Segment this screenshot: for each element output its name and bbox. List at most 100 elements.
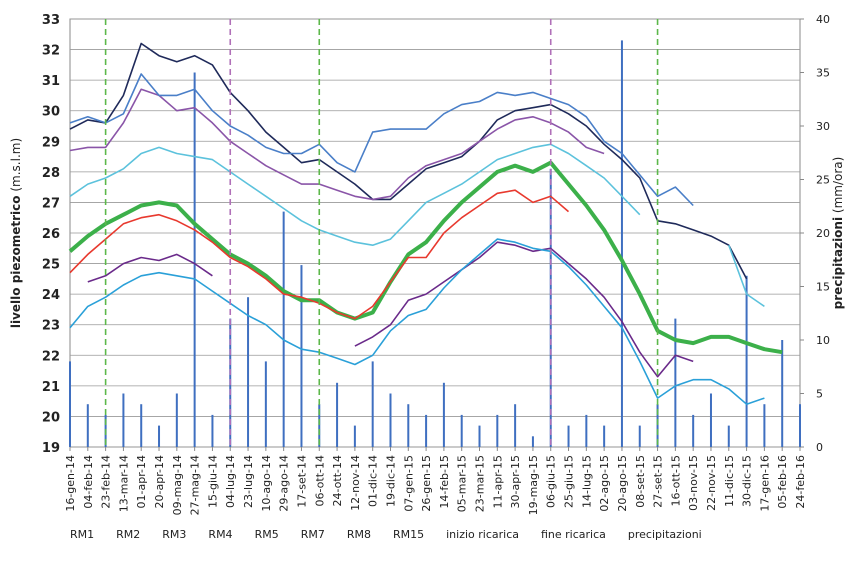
precip-bar bbox=[264, 361, 267, 447]
x-tick-label: 04-feb-14 bbox=[82, 455, 95, 509]
y2-tick-label: 0 bbox=[816, 441, 823, 454]
y2-tick-label: 10 bbox=[816, 334, 830, 347]
x-tick-label: 30-dic-15 bbox=[741, 455, 754, 507]
legend-label: RM8 bbox=[347, 528, 371, 541]
x-tick-label: 14-lug-15 bbox=[580, 455, 593, 508]
x-tick-label: 29-ago-14 bbox=[278, 455, 291, 512]
precip-bar bbox=[727, 425, 730, 447]
x-tick-label: 25-giu-15 bbox=[563, 455, 576, 508]
precip-bar bbox=[371, 361, 374, 447]
precip-bar bbox=[211, 414, 214, 447]
y-tick-label: 31 bbox=[42, 74, 60, 89]
precip-bar bbox=[69, 361, 71, 447]
x-tick-label: 12-nov-14 bbox=[349, 455, 362, 511]
x-tick-label: 01-apr-14 bbox=[135, 455, 148, 508]
precip-bar bbox=[389, 393, 392, 447]
x-tick-label: 07-gen-15 bbox=[402, 455, 415, 512]
precip-bar bbox=[567, 425, 570, 447]
precip-bar bbox=[656, 404, 659, 447]
precip-bar bbox=[496, 414, 499, 447]
x-tick-label: 24-ott-14 bbox=[331, 455, 344, 507]
series-line bbox=[69, 238, 765, 405]
y2-tick-label: 15 bbox=[816, 281, 830, 294]
x-tick-label: 03-nov-15 bbox=[687, 455, 700, 511]
x-tick-label: 02-ago-15 bbox=[598, 455, 611, 512]
x-tick-label: 08-set-15 bbox=[634, 455, 647, 508]
y-axis-title: livello piezometrico (m.s.l.m) bbox=[9, 138, 23, 328]
x-tick-label: 11-dic-15 bbox=[723, 455, 736, 507]
legend-label: RM7 bbox=[301, 528, 325, 541]
y-tick-label: 24 bbox=[42, 288, 60, 303]
y2-tick-label: 25 bbox=[816, 174, 830, 187]
x-tick-label: 26-gen-15 bbox=[420, 455, 433, 512]
y-label: livello piezometrico bbox=[9, 195, 23, 328]
legend-label: RM15 bbox=[393, 528, 424, 541]
x-tick-label: 11-apr-15 bbox=[491, 455, 504, 508]
precip-bar bbox=[86, 404, 89, 447]
precip-bar bbox=[674, 318, 677, 447]
precip-bar bbox=[478, 425, 481, 447]
precip-bar bbox=[514, 404, 517, 447]
y2-label-unit: (mm/ora) bbox=[831, 157, 845, 213]
x-tick-label: 24-feb-16 bbox=[794, 455, 807, 509]
x-tick-label: 19-mag-15 bbox=[527, 455, 540, 515]
x-tick-label: 19-dic-14 bbox=[384, 455, 397, 507]
series-line bbox=[87, 241, 694, 378]
precip-bar bbox=[407, 404, 410, 447]
legend-label: RM1 bbox=[70, 528, 94, 541]
x-tick-label: 14-feb-15 bbox=[438, 455, 451, 509]
legend-label: RM4 bbox=[208, 528, 232, 541]
y2-tick-label: 35 bbox=[816, 67, 830, 80]
x-tick-label: 27-mag-14 bbox=[189, 455, 202, 515]
x-tick-label: 23-lug-14 bbox=[242, 455, 255, 508]
precip-bar bbox=[781, 340, 784, 447]
y-tick-label: 27 bbox=[42, 196, 60, 211]
x-tick-label: 04-lug-14 bbox=[224, 455, 237, 508]
y2-tick-label: 5 bbox=[816, 388, 823, 401]
x-tick-label: 16-ott-15 bbox=[669, 455, 682, 507]
legend-label: precipitazioni bbox=[628, 528, 702, 541]
y-tick-label: 33 bbox=[42, 13, 60, 28]
y2-axis-title: precipitazioni (mm/ora) bbox=[831, 157, 845, 310]
x-tick-label: 22-nov-15 bbox=[705, 455, 718, 511]
precip-bar bbox=[282, 211, 285, 447]
precip-bar bbox=[549, 168, 552, 448]
y-tick-label: 26 bbox=[42, 227, 60, 242]
y-label-unit: (m.s.l.m) bbox=[9, 138, 23, 192]
x-tick-label: 05-feb-16 bbox=[776, 455, 789, 509]
y-tick-label: 28 bbox=[42, 166, 60, 181]
y-tick-label: 23 bbox=[42, 319, 60, 334]
precip-bar bbox=[620, 40, 623, 448]
x-tick-label: 01-dic-14 bbox=[367, 455, 380, 507]
legend-label: inizio ricarica bbox=[446, 528, 519, 541]
x-tick-label: 27-set-15 bbox=[652, 455, 665, 508]
x-tick-label: 10-ago-14 bbox=[260, 455, 273, 512]
y-tick-label: 25 bbox=[42, 258, 60, 273]
y-tick-label: 32 bbox=[42, 44, 60, 59]
y-tick-label: 30 bbox=[42, 105, 60, 120]
precip-bar bbox=[745, 275, 748, 447]
x-tick-label: 16-gen-14 bbox=[64, 455, 77, 512]
series-line bbox=[68, 160, 783, 355]
x-tick-label: 17-gen-16 bbox=[758, 455, 771, 512]
precip-bar bbox=[353, 425, 356, 447]
x-tick-label: 13-mar-14 bbox=[117, 455, 130, 512]
x-tick-label: 17-set-14 bbox=[295, 455, 308, 508]
precip-bar bbox=[193, 72, 196, 447]
x-tick-label: 06-ott-14 bbox=[313, 455, 326, 507]
x-tick-label: 23-feb-14 bbox=[100, 455, 113, 509]
precip-bar bbox=[442, 382, 445, 447]
series-line bbox=[69, 143, 765, 308]
precip-bar bbox=[603, 425, 606, 447]
precip-bar bbox=[122, 393, 125, 447]
series-line bbox=[69, 42, 748, 280]
x-tick-label: 15-giu-14 bbox=[206, 455, 219, 508]
precip-bar bbox=[709, 393, 712, 447]
x-tick-label: 06-giu-15 bbox=[545, 455, 558, 508]
precip-bar bbox=[692, 414, 695, 447]
precip-bar bbox=[158, 425, 161, 447]
y-tick-label: 21 bbox=[42, 380, 60, 395]
precip-bar bbox=[318, 404, 321, 447]
precip-bar bbox=[460, 414, 463, 447]
